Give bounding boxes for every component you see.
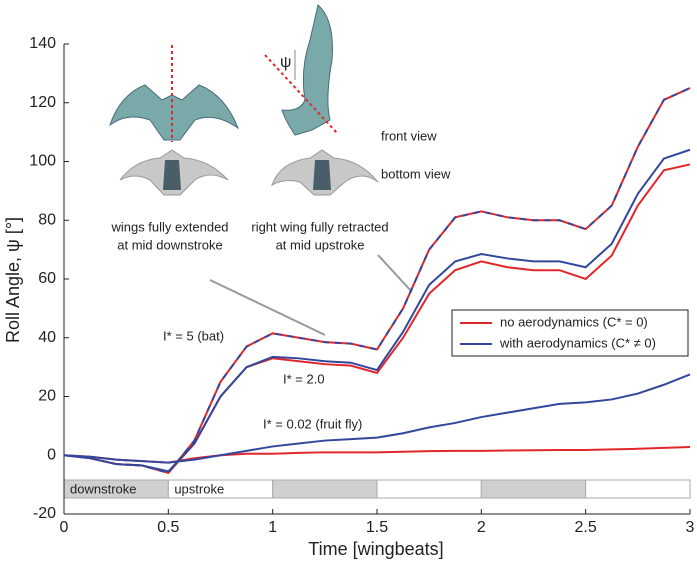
y-tick-label: -20 bbox=[33, 505, 56, 522]
bat-front-left bbox=[109, 45, 240, 142]
x-tick-label: 2.5 bbox=[575, 519, 597, 536]
phase-segment bbox=[480, 479, 587, 499]
x-tick-label: 0 bbox=[60, 519, 69, 536]
line bbox=[63, 446, 691, 464]
phase-segment bbox=[376, 479, 482, 499]
curve-label: I* = 0.02 (fruit fly) bbox=[263, 416, 362, 431]
y-tick-label: 80 bbox=[38, 211, 56, 228]
bat-bottom-left bbox=[119, 149, 229, 196]
y-axis-label: Roll Angle, ψ [°] bbox=[3, 217, 23, 343]
bat-front-right bbox=[264, 4, 338, 136]
leader-line bbox=[377, 254, 413, 293]
annotation: bottom view bbox=[381, 166, 451, 181]
x-tick-label: 1.5 bbox=[366, 519, 388, 536]
annotation: front view bbox=[381, 128, 437, 143]
y-tick-label: 140 bbox=[29, 35, 56, 52]
line bbox=[63, 373, 691, 464]
annotation: wings fully extended bbox=[110, 219, 228, 234]
annotation: at mid downstroke bbox=[117, 237, 223, 252]
annotation: right wing fully retracted bbox=[251, 219, 388, 234]
line bbox=[63, 163, 691, 475]
annotation: ψ bbox=[280, 54, 291, 71]
leader-line bbox=[209, 279, 326, 336]
line bbox=[63, 87, 691, 475]
y-tick-label: 20 bbox=[38, 388, 56, 405]
phase-segment bbox=[272, 479, 378, 499]
y-tick-label: 60 bbox=[38, 270, 56, 287]
line bbox=[63, 148, 691, 473]
y-tick-label: 0 bbox=[47, 446, 56, 463]
bat-bottom-right bbox=[271, 149, 379, 196]
phase-label: upstroke bbox=[174, 481, 224, 496]
legend bbox=[451, 309, 689, 357]
y-tick-label: 40 bbox=[38, 329, 56, 346]
curve-label: I* = 2.0 bbox=[283, 371, 325, 386]
curve-label: I* = 5 (bat) bbox=[163, 328, 224, 343]
phase-segment bbox=[585, 479, 691, 499]
legend-label: with aerodynamics (C* ≠ 0) bbox=[499, 335, 656, 350]
legend-label: no aerodynamics (C* = 0) bbox=[500, 314, 648, 329]
x-axis-label: Time [wingbeats] bbox=[308, 539, 443, 559]
line bbox=[63, 87, 691, 475]
x-tick-label: 2 bbox=[477, 519, 486, 536]
x-tick-label: 1 bbox=[268, 519, 277, 536]
phase-label: downstroke bbox=[70, 481, 136, 496]
annotation: at mid upstroke bbox=[276, 237, 365, 252]
x-tick-label: 3 bbox=[686, 519, 695, 536]
y-tick-label: 100 bbox=[29, 153, 56, 170]
y-tick-label: 120 bbox=[29, 94, 56, 111]
x-tick-label: 0.5 bbox=[157, 519, 179, 536]
